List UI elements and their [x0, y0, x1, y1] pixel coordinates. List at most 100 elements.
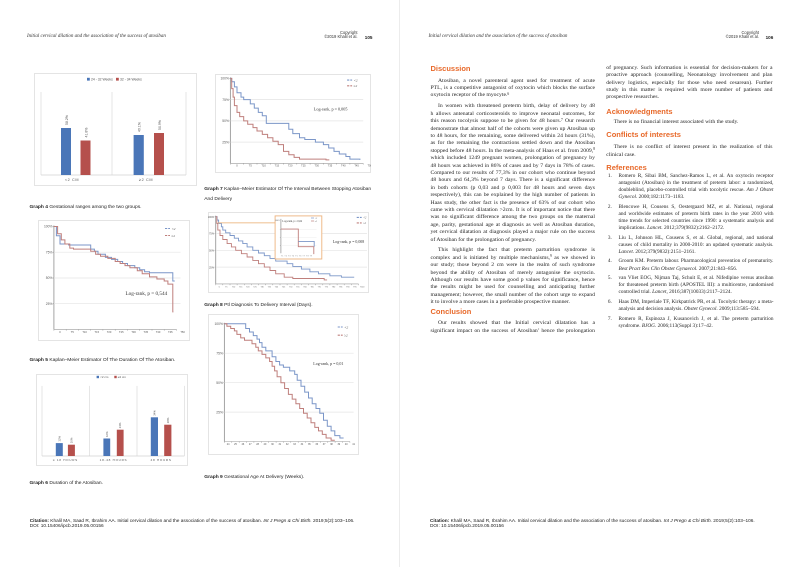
svg-text:75%: 75% [216, 351, 223, 355]
svg-text:33: 33 [293, 443, 296, 446]
svg-text:25: 25 [234, 443, 237, 446]
svg-text:0: 0 [236, 164, 238, 168]
svg-text:Log-rank, p = 0,01: Log-rank, p = 0,01 [313, 361, 343, 367]
svg-text:T65: T65 [310, 286, 313, 288]
svg-text:75%: 75% [45, 250, 52, 254]
svg-text:75%: 75% [208, 231, 214, 235]
svg-text:30: 30 [271, 443, 274, 446]
svg-text:<2: <2 [314, 216, 316, 219]
svg-text:≥2: ≥2 [344, 334, 348, 338]
svg-text:100%: 100% [43, 225, 52, 229]
svg-text:T20: T20 [246, 286, 249, 288]
svg-text:T45: T45 [281, 286, 284, 288]
svg-text:T35: T35 [328, 164, 333, 168]
svg-text:T75: T75 [324, 286, 327, 288]
svg-text:16%: 16% [105, 431, 109, 437]
svg-text:26: 26 [241, 443, 244, 446]
svg-text:38: 38 [330, 443, 333, 446]
svg-text:T15: T15 [94, 330, 99, 334]
svg-text:50%: 50% [222, 119, 229, 123]
svg-text:<2: <2 [363, 216, 367, 219]
svg-text:T15: T15 [274, 164, 279, 168]
svg-text:T30: T30 [260, 286, 263, 288]
svg-text:50.9%: 50.9% [158, 120, 162, 130]
svg-text:32: 32 [285, 443, 288, 446]
svg-text:T85: T85 [339, 286, 342, 288]
svg-text:≥2 cm: ≥2 cm [118, 375, 127, 379]
svg-text:50%: 50% [208, 248, 214, 252]
svg-text:T80: T80 [331, 286, 334, 288]
svg-text:≥2 CM: ≥2 CM [139, 178, 153, 182]
svg-text:T10: T10 [231, 286, 234, 288]
svg-text:28%: 28% [166, 417, 170, 423]
svg-text:28: 28 [256, 443, 259, 446]
svg-text:T20: T20 [288, 164, 293, 168]
svg-text:10%: 10% [69, 437, 73, 443]
svg-text:25%: 25% [216, 410, 223, 414]
svg-text:Log-rank, p = 0,544: Log-rank, p = 0,544 [125, 291, 167, 297]
svg-text:75%: 75% [222, 98, 229, 102]
svg-text:T25: T25 [301, 164, 306, 168]
svg-text:T40: T40 [155, 330, 160, 334]
svg-text:29: 29 [263, 443, 266, 446]
svg-text:34%: 34% [152, 410, 156, 416]
svg-text:41: 41 [352, 443, 355, 446]
svg-text:T10: T10 [261, 164, 266, 168]
svg-text:<2: <2 [353, 78, 357, 82]
svg-text:Log-rank, p = 0,04: Log-rank, p = 0,04 [282, 220, 302, 223]
svg-text:25%: 25% [45, 302, 52, 306]
svg-text:50%: 50% [45, 276, 52, 280]
svg-text:18-48 HOURS: 18-48 HOURS [99, 458, 127, 462]
svg-text:T60: T60 [303, 286, 306, 288]
svg-text:T95: T95 [353, 286, 356, 288]
svg-text:T25: T25 [119, 330, 124, 334]
svg-text:T45: T45 [168, 330, 173, 334]
svg-text:58.2%: 58.2% [65, 115, 69, 125]
svg-text:31: 31 [278, 443, 281, 446]
svg-text:T90: T90 [346, 286, 349, 288]
svg-text:0: 0 [59, 330, 61, 334]
svg-text:100%: 100% [208, 214, 215, 218]
svg-text:<2 CM: <2 CM [65, 178, 79, 182]
svg-text:39: 39 [337, 443, 340, 446]
svg-text:≥2: ≥2 [363, 222, 366, 225]
svg-text:36: 36 [315, 443, 318, 446]
svg-text:T35: T35 [267, 286, 270, 288]
svg-text:<2: <2 [344, 325, 348, 329]
svg-text:100%: 100% [220, 77, 229, 81]
svg-text:<2: <2 [171, 227, 175, 231]
svg-text:≥2: ≥2 [353, 84, 357, 88]
svg-text:T50: T50 [289, 286, 292, 288]
svg-text:100%: 100% [274, 220, 279, 222]
svg-text:T50: T50 [180, 330, 185, 334]
svg-text:T25: T25 [253, 286, 256, 288]
svg-text:≤ 18 HOURS: ≤ 18 HOURS [53, 458, 78, 462]
svg-text:T70: T70 [317, 286, 320, 288]
svg-text:T35: T35 [143, 330, 148, 334]
svg-text:T100: T100 [359, 286, 363, 288]
svg-text:<2 cm: <2 cm [100, 375, 109, 379]
svg-text:T10: T10 [82, 330, 87, 334]
svg-text:24 - 32 Weeks: 24 - 32 Weeks [91, 78, 113, 82]
svg-text:0: 0 [218, 286, 219, 288]
svg-text:T30: T30 [131, 330, 136, 334]
svg-text:35: 35 [308, 443, 311, 446]
svg-text:T40: T40 [341, 164, 346, 168]
svg-text:T1 T2 T3 T4 T5 T6 T7 T8 T9: T1 T2 T3 T4 T5 T6 T7 T8 T9 [280, 255, 312, 257]
svg-text:34: 34 [300, 443, 303, 446]
svg-text:37: 37 [322, 443, 325, 446]
svg-text:T40: T40 [274, 286, 277, 288]
svg-text:T55: T55 [296, 286, 299, 288]
svg-text:32 - 34 Weeks: 32 - 34 Weeks [120, 78, 142, 82]
svg-text:Log-rank, p = 0,008: Log-rank, p = 0,008 [332, 240, 363, 245]
svg-text:100%: 100% [214, 322, 223, 326]
svg-text:27: 27 [248, 443, 251, 446]
svg-text:24: 24 [226, 443, 229, 446]
svg-text:50%: 50% [216, 381, 223, 385]
svg-text:48 HOURS: 48 HOURS [150, 458, 171, 462]
svg-text:T30: T30 [314, 164, 319, 168]
svg-text:41.8%: 41.8% [85, 128, 89, 138]
svg-text:25%: 25% [222, 140, 229, 144]
svg-text:Log-rank, p = 0,005: Log-rank, p = 0,005 [314, 107, 348, 113]
svg-text:≥2: ≥2 [171, 234, 175, 238]
